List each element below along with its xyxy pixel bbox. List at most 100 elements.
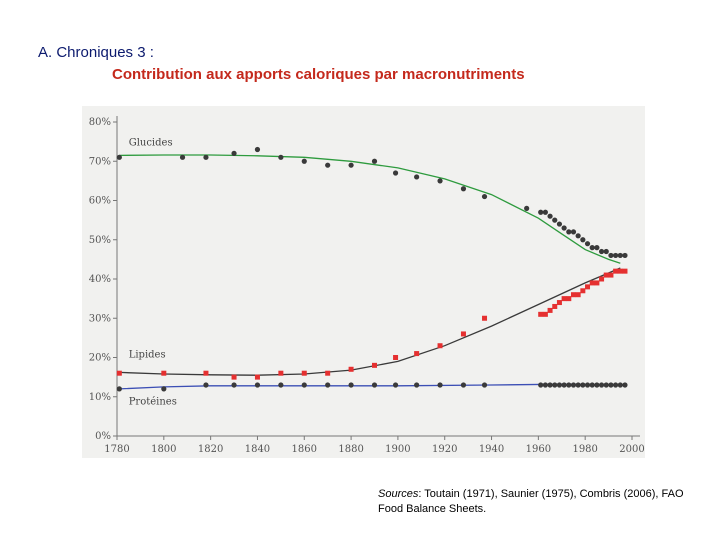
glucides-series-label: Glucides <box>129 138 173 149</box>
lipides-point <box>116 370 122 376</box>
lipides-point <box>599 276 605 282</box>
x-tick-label: 1860 <box>292 444 317 455</box>
glucides-point <box>566 229 572 235</box>
section-prefix: A. Chroniques 3 : <box>38 44 154 61</box>
glucides-point <box>392 170 399 176</box>
glucides-point <box>325 162 331 168</box>
x-tick-label: 1820 <box>198 444 223 455</box>
lipides-point <box>278 370 284 376</box>
glucides-point <box>203 154 209 160</box>
lipides-point <box>301 370 307 376</box>
lipides-point <box>542 311 548 317</box>
proteines-point <box>589 382 595 388</box>
proteines-point <box>594 382 600 388</box>
glucides-point <box>179 154 186 160</box>
glucides-point <box>552 217 558 223</box>
proteines-point <box>566 382 572 388</box>
lipides-series-label: Lipides <box>129 350 166 361</box>
y-tick-label: 10% <box>89 392 111 403</box>
proteines-point <box>613 382 619 388</box>
glucides-point <box>231 150 237 156</box>
glucides-point <box>542 209 548 215</box>
proteines-point <box>392 382 399 388</box>
x-tick-label: 1920 <box>432 444 457 455</box>
proteines-point <box>254 382 261 388</box>
glucides-point <box>414 174 420 180</box>
proteines-point <box>608 382 614 388</box>
proteines-point <box>325 382 331 388</box>
sources-note: Sources: Toutain (1971), Saunier (1975),… <box>378 487 708 517</box>
lipides-point <box>348 366 354 372</box>
x-tick-label: 1840 <box>245 444 270 455</box>
proteines-point <box>542 382 548 388</box>
lipides-point <box>617 268 623 274</box>
glucides-point <box>547 213 553 219</box>
glucides-point <box>301 158 307 164</box>
x-tick-label: 1780 <box>104 444 129 455</box>
glucides-point <box>598 248 605 255</box>
sources-text: : Toutain (1971), Saunier (1975), Combri… <box>378 488 684 515</box>
x-tick-label: 1900 <box>385 444 410 455</box>
glucides-point <box>608 252 614 259</box>
x-tick-label: 2000 <box>619 444 644 455</box>
glucides-point <box>348 162 354 168</box>
lipides-point <box>613 268 619 274</box>
glucides-point <box>254 146 261 153</box>
lipides-point <box>585 284 591 290</box>
plot-background <box>82 106 645 458</box>
lipides-point <box>561 296 567 302</box>
lipides-point <box>570 292 576 298</box>
proteines-point <box>584 382 591 388</box>
lipides-point <box>325 370 331 376</box>
y-tick-label: 50% <box>89 235 111 246</box>
proteines-point <box>617 382 623 388</box>
lipides-point <box>203 370 209 376</box>
glucides-trend-line <box>119 154 621 264</box>
y-tick-label: 0% <box>95 431 111 442</box>
lipides-point <box>566 296 572 302</box>
proteines-point <box>116 386 122 392</box>
proteines-series-label: Protéines <box>129 397 177 408</box>
lipides-point <box>538 311 544 317</box>
glucides-point <box>371 158 378 164</box>
y-tick-label: 60% <box>89 196 111 207</box>
glucides-point <box>481 193 488 200</box>
glucides-point <box>561 225 567 231</box>
proteines-point <box>301 382 307 388</box>
lipides-point <box>372 362 377 368</box>
y-tick-label: 20% <box>89 353 111 364</box>
y-tick-label: 80% <box>89 117 111 128</box>
x-tick-label: 1940 <box>479 444 504 455</box>
proteines-point <box>371 382 378 388</box>
proteines-point <box>481 382 488 388</box>
proteines-point <box>598 382 605 388</box>
glucides-point <box>116 154 122 160</box>
proteines-point <box>538 382 544 388</box>
lipides-point <box>393 355 399 360</box>
lipides-point <box>603 272 609 278</box>
glucides-point <box>613 252 619 259</box>
lipides-point <box>547 307 553 313</box>
proteines-point <box>603 382 609 388</box>
proteines-point <box>556 382 563 388</box>
lipides-point <box>460 331 466 337</box>
glucides-point <box>589 245 595 251</box>
proteines-point <box>414 382 420 388</box>
lipides-point <box>556 300 562 306</box>
lipides-point <box>575 292 581 298</box>
proteines-point <box>231 382 237 388</box>
proteines-point <box>547 382 553 388</box>
glucides-point <box>278 154 284 160</box>
glucides-point <box>584 241 591 247</box>
proteines-point <box>580 382 586 388</box>
glucides-point <box>594 245 600 251</box>
proteines-point <box>561 382 567 388</box>
lipides-point <box>254 374 260 380</box>
lipides-point <box>552 303 558 309</box>
glucides-point <box>556 221 563 227</box>
proteines-point <box>575 382 581 388</box>
x-tick-label: 1960 <box>526 444 551 455</box>
lipides-point <box>589 280 595 286</box>
proteines-point <box>552 382 558 388</box>
y-tick-label: 30% <box>89 313 111 324</box>
